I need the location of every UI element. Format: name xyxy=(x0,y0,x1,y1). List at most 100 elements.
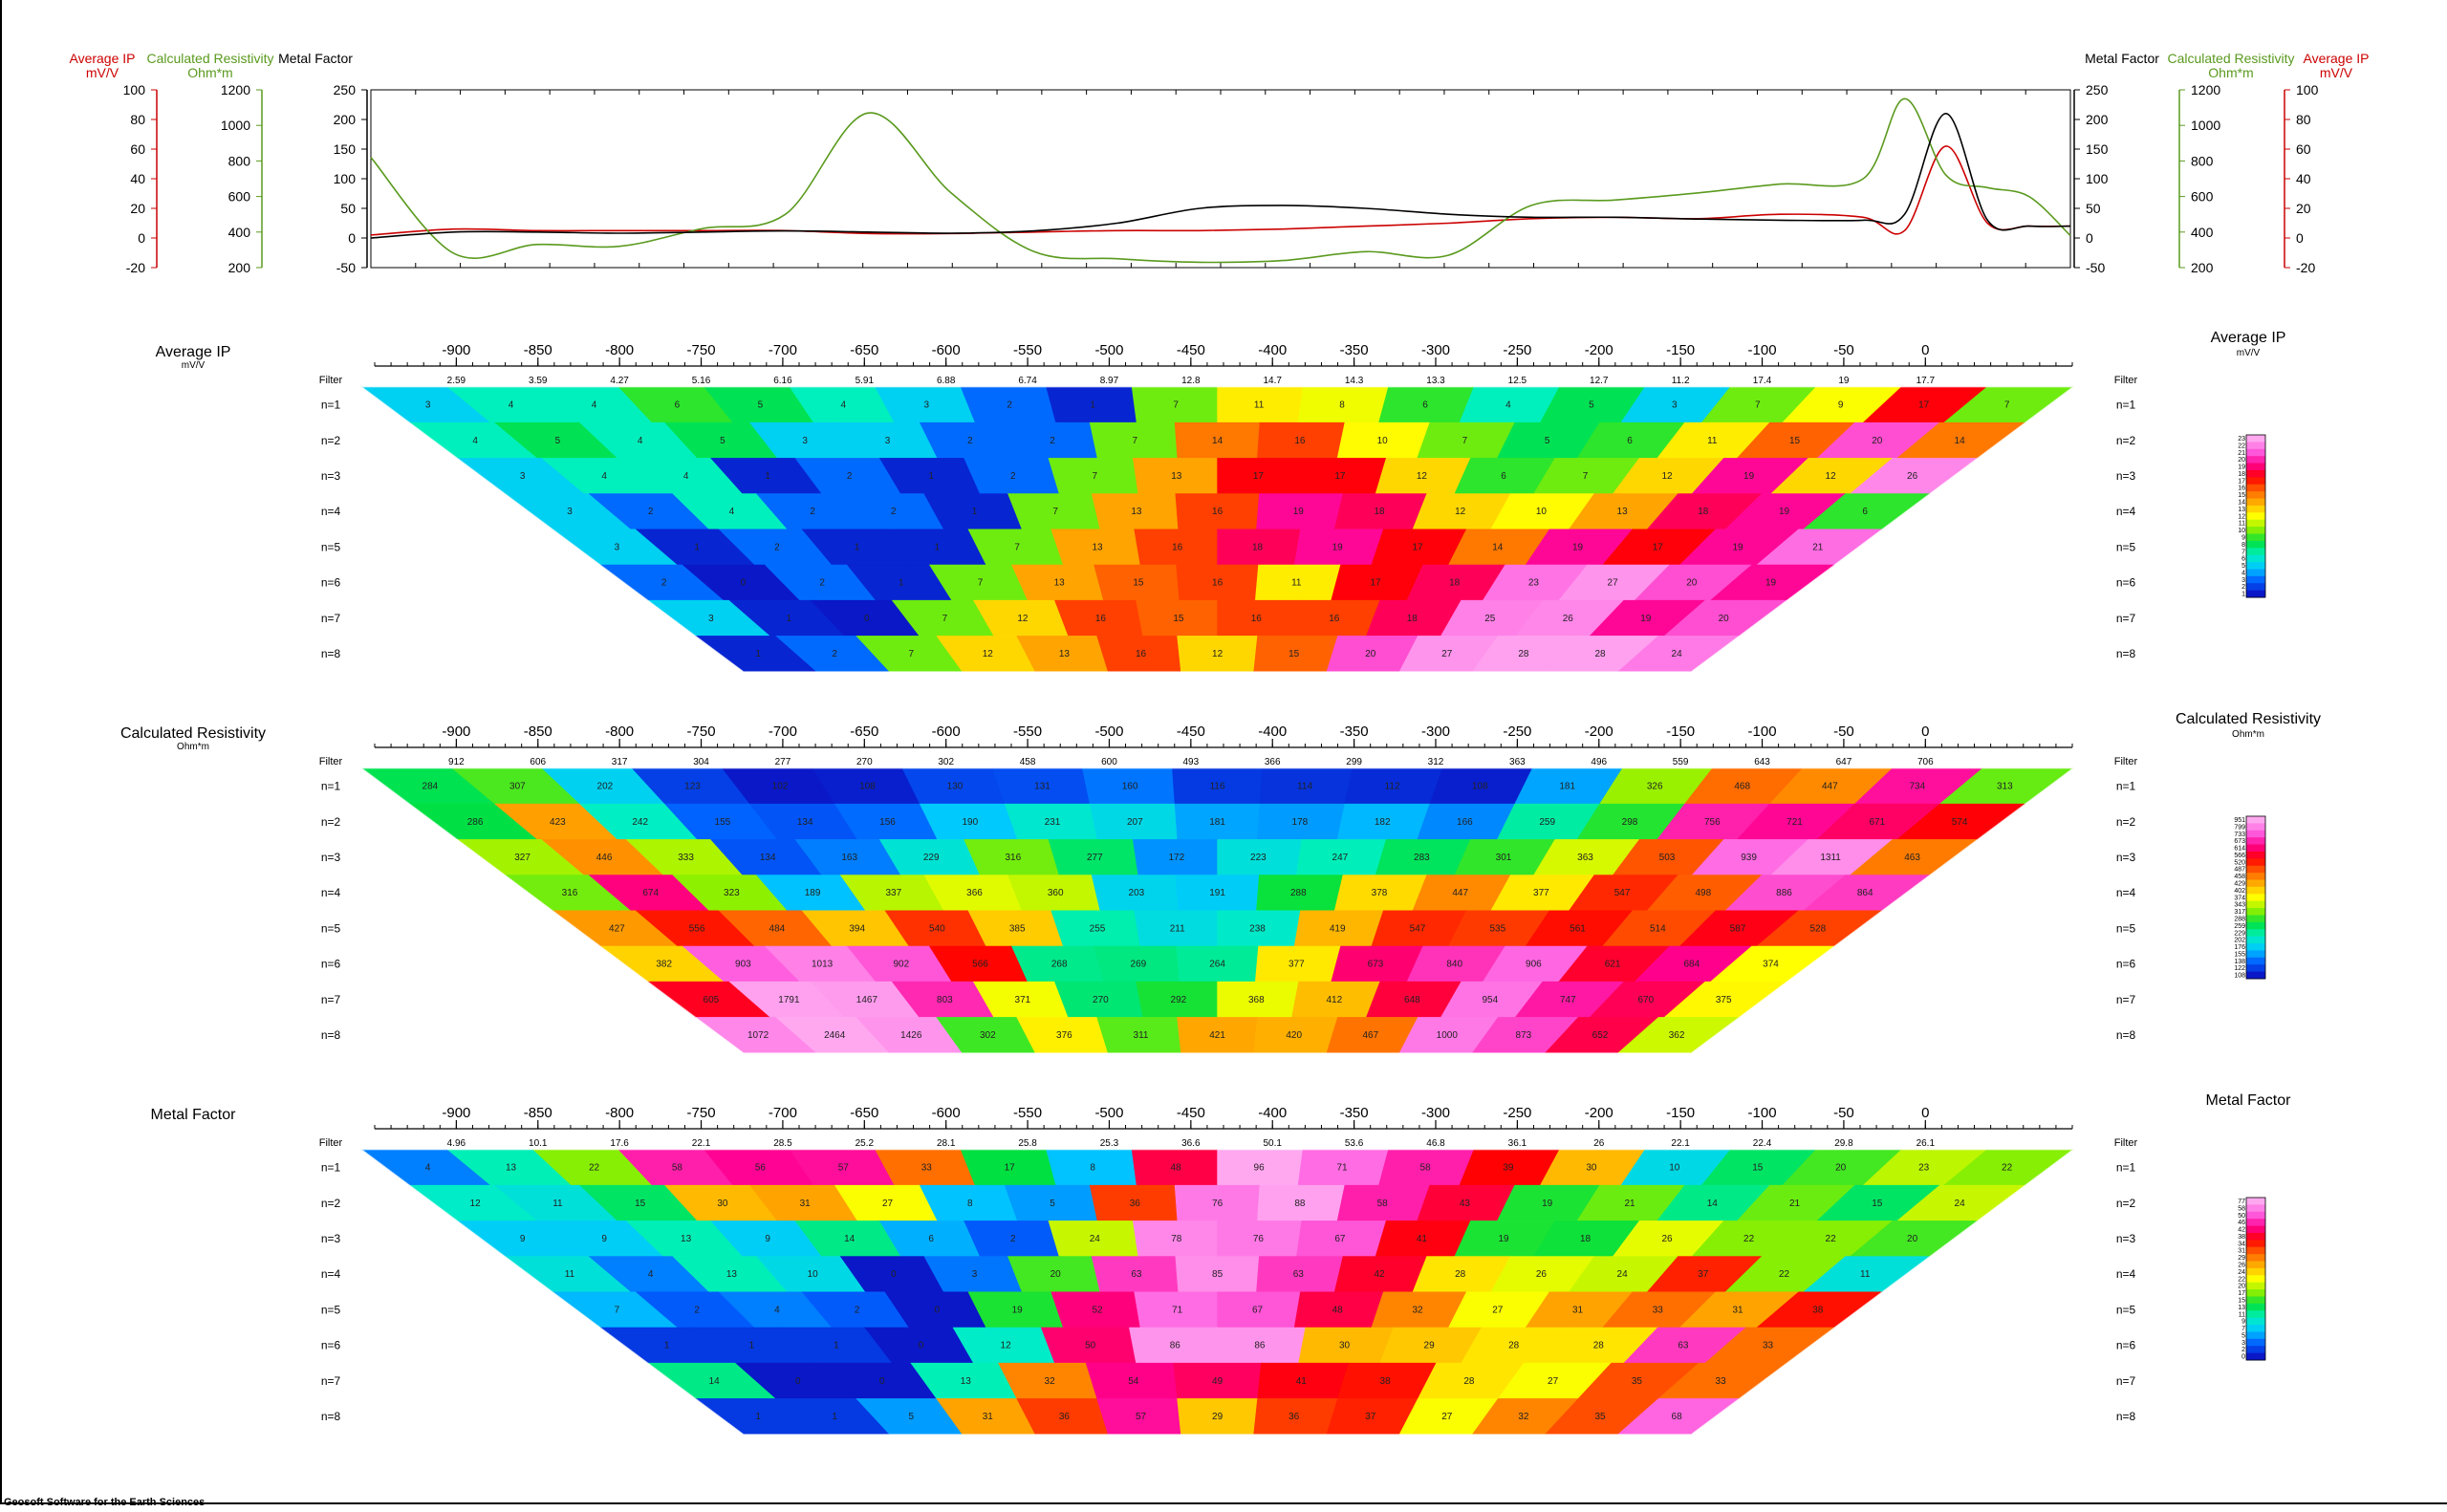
section-value-label: 2 xyxy=(1010,471,1016,482)
section-value-label: 24 xyxy=(1672,649,1683,659)
section-value-label: 1467 xyxy=(856,995,878,1005)
legend-frame xyxy=(2245,815,2266,980)
section-x-tick-label: -850 xyxy=(524,724,552,740)
axis-tick-label: -50 xyxy=(336,260,356,275)
section-value-label: 277 xyxy=(1087,853,1103,863)
section-x-tick-label: -50 xyxy=(1833,1105,1854,1121)
filter-value: 12.5 xyxy=(1508,376,1527,386)
section-value-label: 22 xyxy=(1743,1234,1755,1244)
legend-tick-label: 15 xyxy=(2238,492,2245,499)
section-value-label: 12 xyxy=(1661,471,1673,482)
legend-swatch xyxy=(2246,498,2265,507)
level-label-left: n=3 xyxy=(321,1232,341,1245)
section-x-tick-label: -500 xyxy=(1094,342,1123,358)
section-value-label: 5 xyxy=(1050,1199,1055,1209)
section-value-label: 447 xyxy=(1822,782,1838,792)
filter-value: 3.59 xyxy=(529,376,548,386)
filter-value: 26 xyxy=(1593,1138,1605,1149)
section-value-label: 203 xyxy=(1129,888,1145,898)
section-value-label: 906 xyxy=(1526,960,1542,970)
axis-tick-label: 600 xyxy=(228,189,251,205)
legend-tick-label: 487 xyxy=(2234,867,2245,874)
section-x-tick-label: -800 xyxy=(605,342,634,358)
section-value-label: 247 xyxy=(1332,853,1349,863)
section-value-label: 420 xyxy=(1286,1030,1302,1041)
legend-swatch xyxy=(2246,442,2265,450)
section-value-label: 368 xyxy=(1248,995,1265,1005)
section-value-label: 21 xyxy=(1624,1199,1635,1209)
legend-tick-label: 24 xyxy=(2238,1269,2245,1276)
filter-value: 12.8 xyxy=(1181,376,1201,386)
section-x-tick-label: -300 xyxy=(1421,1105,1450,1121)
section-value-label: 371 xyxy=(1015,995,1031,1005)
filter-value: 36.1 xyxy=(1508,1138,1527,1149)
section-value-label: 385 xyxy=(1009,923,1026,934)
section-value-label: 88 xyxy=(1294,1199,1306,1209)
section-value-label: 4 xyxy=(592,400,597,411)
section-value-label: 27 xyxy=(1548,1376,1559,1387)
filter-value: 12.7 xyxy=(1590,376,1609,386)
section-value-label: 31 xyxy=(1732,1305,1743,1315)
legend-swatch xyxy=(2246,512,2265,521)
section-value-label: 288 xyxy=(1290,888,1307,898)
section-value-label: 7 xyxy=(2004,400,2010,411)
legend-swatch xyxy=(2246,844,2265,853)
legend-swatch xyxy=(2246,519,2265,528)
legend-tick-label: 46 xyxy=(2238,1220,2245,1226)
legend-swatch xyxy=(2246,554,2265,563)
section-value-label: 54 xyxy=(1128,1376,1139,1387)
axis-tick-label: 800 xyxy=(228,153,251,168)
section-value-label: 36 xyxy=(1130,1199,1141,1209)
section-unit: Ohm*m xyxy=(177,742,209,752)
section-value-label: 6 xyxy=(928,1234,934,1244)
section-x-tick-label: -700 xyxy=(769,342,797,358)
section-value-label: 31 xyxy=(1572,1305,1584,1315)
section-value-label: 24 xyxy=(1955,1199,1966,1209)
section-value-label: 63 xyxy=(1678,1341,1689,1351)
filter-value: 19 xyxy=(1838,376,1850,386)
axis-unit: Ohm*m xyxy=(187,65,232,80)
legend-swatch xyxy=(2246,1225,2265,1234)
section-x-tick-label: -50 xyxy=(1833,724,1854,740)
section-x-tick-label: -550 xyxy=(1013,724,1042,740)
section-value-label: 68 xyxy=(1672,1412,1683,1422)
legend-swatch xyxy=(2246,448,2265,457)
section-value-label: 4 xyxy=(509,400,514,411)
section-value-label: 13 xyxy=(726,1269,738,1280)
section-value-label: 498 xyxy=(1695,888,1711,898)
section-x-tick-label: -750 xyxy=(687,1105,716,1121)
section-x-tick-label: -100 xyxy=(1748,1105,1777,1121)
legend-swatch xyxy=(2246,533,2265,542)
legend-swatch xyxy=(2246,894,2265,902)
legend-swatch xyxy=(2246,936,2265,944)
level-label-right: n=1 xyxy=(2116,399,2136,412)
section-x-tick-label: -250 xyxy=(1503,342,1531,358)
legend-swatch xyxy=(2246,484,2265,492)
section-value-label: 19 xyxy=(1293,507,1305,517)
section-value-label: 327 xyxy=(514,853,531,863)
legend-tick-label: 614 xyxy=(2234,846,2245,853)
level-label-left: n=4 xyxy=(321,1267,341,1281)
section-x-tick-label: -250 xyxy=(1503,724,1531,740)
section-value-label: 12 xyxy=(1001,1341,1012,1351)
legend-swatch xyxy=(2246,1275,2265,1284)
section-value-label: 268 xyxy=(1051,960,1068,970)
section-value-label: 298 xyxy=(1622,817,1638,828)
level-label-left: n=5 xyxy=(321,540,341,553)
filter-value: 304 xyxy=(693,757,709,767)
section-value-label: 14 xyxy=(844,1234,855,1244)
section-title: Calculated Resistivity xyxy=(120,725,266,742)
filter-value: 5.16 xyxy=(692,376,711,386)
axis-title: Average IP xyxy=(69,51,135,66)
section-value-label: 16 xyxy=(1172,542,1183,552)
section-value-label: 19 xyxy=(1640,614,1652,624)
section-value-label: 131 xyxy=(1034,782,1050,792)
section-x-tick-label: -450 xyxy=(1177,1105,1205,1121)
axis-tick-label: 400 xyxy=(2191,225,2214,240)
frame-left-border xyxy=(0,0,2,1502)
axis-tick-label: 100 xyxy=(2086,171,2109,186)
section-unit: mV/V xyxy=(182,360,206,371)
section-value-label: 0 xyxy=(741,578,747,589)
section-value-label: 12 xyxy=(1417,471,1428,482)
